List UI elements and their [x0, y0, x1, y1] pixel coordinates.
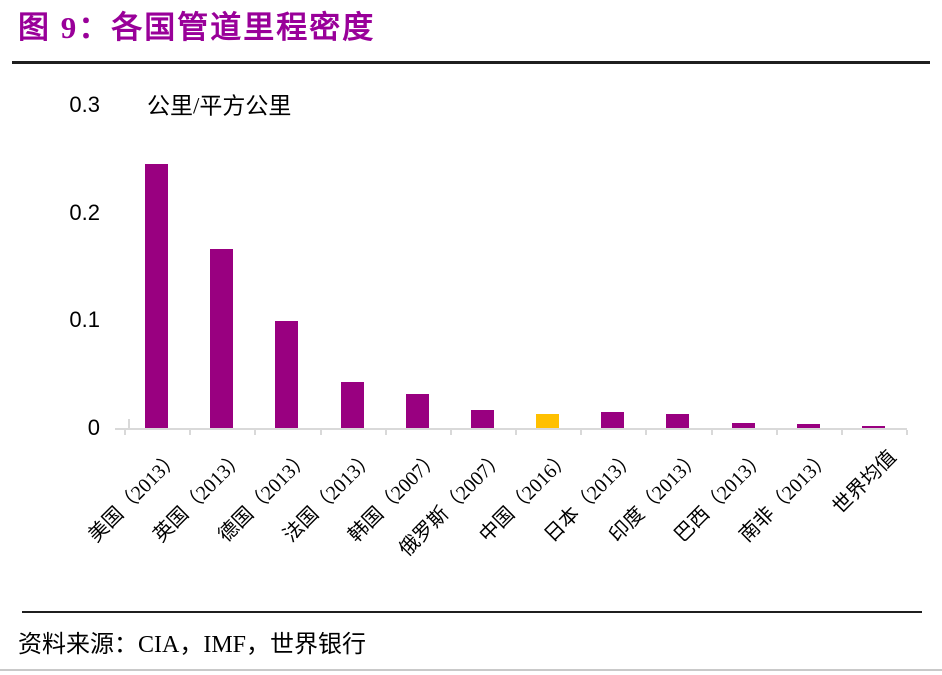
y-axis-tick-label: 0.3: [69, 91, 100, 117]
x-axis-tick-mark: [775, 430, 778, 435]
x-axis-tick-mark: [645, 430, 648, 435]
y-axis-unit-label: 公里/平方公里: [147, 93, 292, 119]
bottom-border-line: [0, 669, 942, 671]
source-divider-line: [22, 611, 922, 613]
x-axis-tick-mark: [319, 430, 322, 435]
bar-2: [210, 249, 234, 428]
y-axis-tick-label: 0.2: [69, 199, 100, 225]
source-text: 资料来源：CIA，IMF，世界银行: [18, 632, 367, 658]
x-axis-tick-mark: [710, 430, 713, 435]
bar-8: [601, 412, 625, 428]
x-axis-label-text: 世界均值: [829, 446, 902, 519]
x-axis-tick-mark: [515, 430, 518, 435]
x-axis-label: 世界均值: [621, 442, 901, 518]
x-axis-tick-mark: [580, 430, 583, 435]
bar-6: [470, 410, 494, 428]
bar-9: [666, 414, 690, 428]
x-axis-tick-mark: [384, 430, 387, 435]
x-axis-line: [115, 428, 907, 430]
x-axis-tick-mark: [124, 430, 126, 435]
bar-12: [861, 426, 885, 428]
title-divider-line: [12, 61, 930, 64]
x-axis-tick-mark: [840, 430, 843, 435]
bar-4: [340, 382, 364, 428]
x-axis-tick-mark: [254, 430, 257, 435]
bar-1: [145, 164, 169, 428]
bar-3: [275, 321, 299, 428]
y-axis-tick-label: 0.1: [69, 307, 100, 333]
bar-10: [731, 423, 755, 428]
x-axis-tick-mark: [449, 430, 452, 435]
y-axis-tick-label: 0: [87, 415, 100, 440]
x-axis-tick-mark: [906, 430, 909, 435]
bar-11: [796, 424, 820, 428]
x-axis-left-endcap: [128, 419, 130, 428]
bar-7: [536, 414, 560, 428]
bar-5: [405, 394, 429, 428]
x-axis-tick-mark: [189, 430, 192, 435]
figure-title: 图 9：各国管道里程密度: [18, 10, 376, 45]
